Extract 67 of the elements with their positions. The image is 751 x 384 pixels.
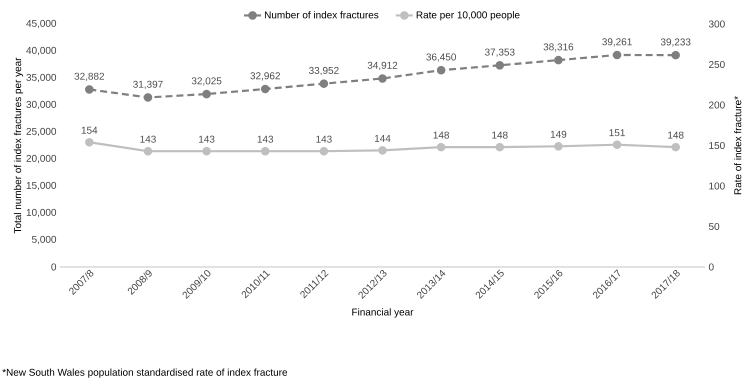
y-tick-label: 0: [51, 263, 56, 271]
y2-tick-label: 300: [708, 20, 725, 28]
point: [378, 146, 387, 155]
y-axis-title: Total number of index fractures per year: [14, 58, 24, 234]
point: [554, 56, 563, 64]
data-label: 36,450: [426, 53, 456, 62]
point: [144, 93, 152, 102]
data-label: 154: [82, 126, 98, 134]
point: [612, 50, 622, 60]
y2-tick-label: 250: [709, 60, 725, 68]
point: [495, 61, 504, 70]
point: [320, 146, 328, 156]
y-tick-label: 25,000: [26, 128, 56, 136]
y-tick-label: 30,000: [26, 100, 56, 110]
point: [260, 84, 270, 94]
point: [378, 74, 387, 83]
data-label: 148: [492, 132, 508, 139]
text: *New South Wales population standardised rate of index fracture: [2, 368, 288, 378]
data-label: 32,025: [192, 77, 222, 86]
y2-tick-label: 150: [709, 142, 725, 150]
point: [436, 66, 446, 74]
y-tick-label: 40,000: [26, 46, 56, 56]
point: [320, 79, 328, 88]
data-label: 149: [550, 130, 566, 138]
y2-tick-label: 0: [708, 263, 714, 271]
data-label: 34,912: [368, 62, 398, 70]
y-tick-label: 35,000: [26, 74, 56, 82]
point: [144, 146, 152, 156]
point: [671, 142, 680, 152]
data-label: 151: [610, 129, 625, 136]
legend-label: Number of index fractures: [264, 11, 378, 18]
y-tick-label: 15,000: [26, 182, 56, 190]
y-tick-label: 10,000: [26, 208, 56, 218]
data-label: 143: [199, 136, 214, 143]
point: [202, 146, 211, 156]
data-label: 144: [374, 135, 391, 142]
data-label: 148: [434, 132, 450, 139]
point: [260, 146, 270, 156]
data-label: 143: [258, 136, 274, 143]
point: [671, 50, 680, 60]
legend-label: Rate per 10,000 people: [416, 11, 520, 20]
point: [85, 138, 94, 147]
data-label: 32,882: [74, 72, 104, 81]
data-label: 33,952: [309, 66, 339, 76]
y-tick-label: 20,000: [26, 154, 56, 164]
data-label: 39,233: [660, 38, 690, 47]
point: [495, 142, 504, 152]
data-label: 143: [140, 136, 156, 143]
data-label: 37,353: [484, 48, 515, 57]
data-label: 31,397: [133, 80, 163, 89]
y2-tick-label: 200: [709, 101, 725, 109]
data-label: 143: [316, 136, 332, 143]
point: [85, 85, 94, 94]
point: [202, 90, 211, 98]
point: [612, 140, 622, 149]
y2-tick-label: 100: [709, 182, 725, 190]
data-label: 32,962: [250, 72, 280, 81]
data-label: 38,316: [544, 43, 574, 52]
data-label: 39,261: [602, 38, 632, 46]
y-tick-label: 45,000: [26, 20, 56, 28]
data-label: 148: [668, 132, 684, 139]
y2-tick-label: 50: [708, 222, 720, 230]
y2-axis-title: Rate of index fracture*: [734, 96, 742, 194]
point: [554, 142, 563, 151]
point: [436, 142, 446, 152]
y-tick-label: 5,000: [32, 236, 56, 244]
x-axis-title: Financial year: [352, 308, 414, 318]
